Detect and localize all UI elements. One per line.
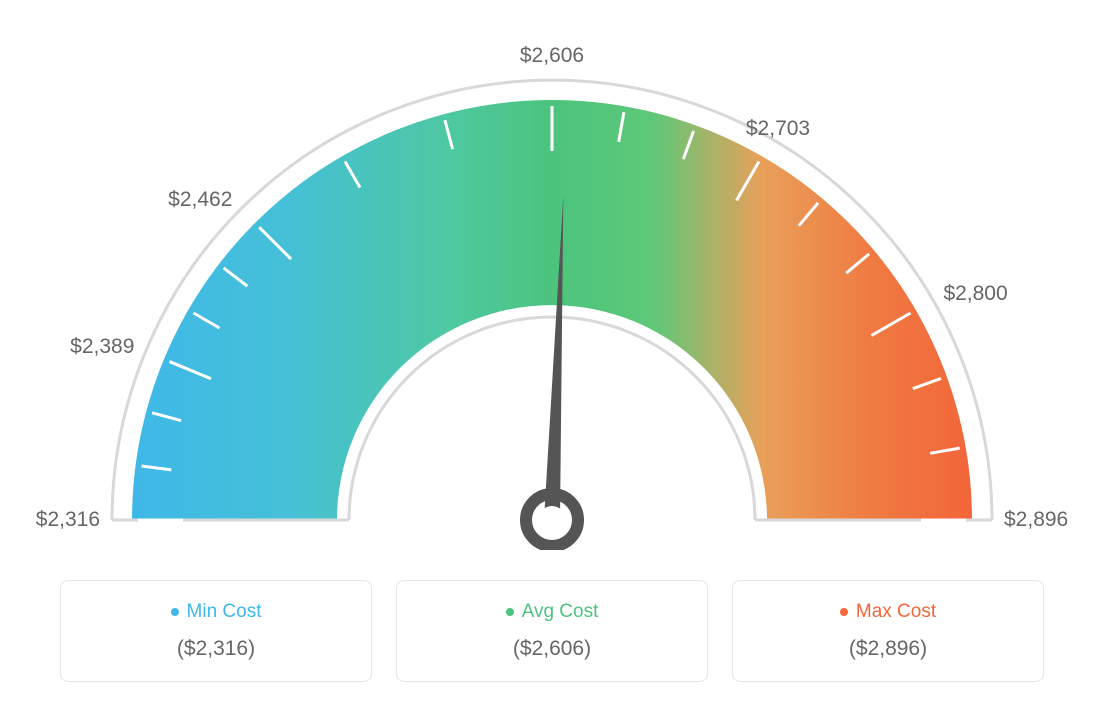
gauge-container: $2,316 $2,389 $2,462 $2,606 $2,703 $2,800 $2,8…: [20, 20, 1084, 550]
max-cost-card: Max Cost ($2,896): [732, 580, 1044, 682]
summary-cards: Min Cost ($2,316) Avg Cost ($2,606) Max …: [20, 580, 1084, 682]
min-cost-title: Min Cost: [187, 601, 262, 623]
max-cost-dot-icon: [840, 608, 848, 616]
avg-cost-title-row: Avg Cost: [421, 601, 683, 623]
gauge-tick-label: $2,606: [520, 44, 584, 68]
avg-cost-card: Avg Cost ($2,606): [396, 580, 708, 682]
gauge-wrap: $2,316$2,389$2,462$2,606$2,703$2,800$2,8…: [52, 20, 1052, 550]
avg-cost-title: Avg Cost: [522, 601, 599, 623]
gauge-chart: [52, 20, 1052, 550]
gauge-tick-label: $2,389: [70, 335, 134, 359]
gauge-tick-label: $2,800: [943, 282, 1007, 306]
min-cost-card: Min Cost ($2,316): [60, 580, 372, 682]
min-cost-title-row: Min Cost: [85, 601, 347, 623]
avg-cost-dot-icon: [506, 608, 514, 616]
min-cost-dot-icon: [171, 608, 179, 616]
max-cost-value: ($2,896): [757, 637, 1019, 661]
gauge-tick-label: $2,316: [36, 508, 100, 532]
avg-cost-value: ($2,606): [421, 637, 683, 661]
gauge-tick-label: $2,896: [1004, 508, 1068, 532]
min-cost-value: ($2,316): [85, 637, 347, 661]
gauge-tick-label: $2,703: [746, 117, 810, 141]
max-cost-title: Max Cost: [856, 601, 936, 623]
max-cost-title-row: Max Cost: [757, 601, 1019, 623]
gauge-tick-label: $2,462: [168, 188, 232, 212]
